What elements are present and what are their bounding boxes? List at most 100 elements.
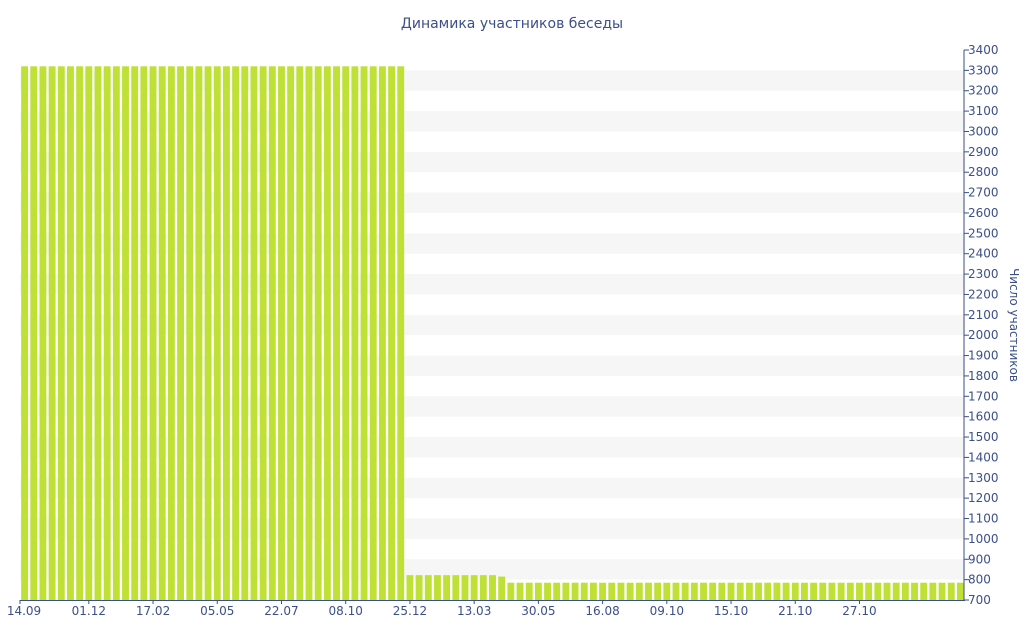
y-tick-label: 700 [968,593,991,607]
bar [158,66,166,601]
bar [883,582,891,600]
x-tick-label: 14.09 [7,604,41,618]
bar [278,66,285,601]
bar [94,66,102,601]
y-tick-label: 1200 [968,491,999,505]
x-tick-label: 27.10 [842,604,876,618]
y-tick-label: 1400 [968,450,999,464]
bar [268,66,276,601]
x-tick-label: 16.08 [585,604,619,618]
bar [388,66,396,601]
bar [397,66,405,601]
bar [333,66,340,601]
bar [67,66,74,601]
y-tick-label: 1300 [968,471,999,485]
bar [434,575,441,600]
y-tick-label: 3000 [968,124,999,138]
bar [167,66,175,601]
bar [222,66,230,601]
y-tick-label: 2200 [968,287,999,301]
bar [314,66,322,601]
bar [663,582,671,600]
bar [305,66,313,601]
bar [489,575,496,600]
y-tick-label: 1500 [968,430,999,444]
bar [186,66,194,601]
x-tick-label: 13.03 [457,604,491,618]
bar [424,575,432,600]
bar [929,582,937,600]
bar [369,66,377,601]
y-axis: 700 800 900 1000 1100 1200 1300 1400 1500 1600 170… [963,43,999,607]
bar [856,582,863,600]
bar [764,582,772,600]
bar [232,66,240,601]
bar [287,66,295,601]
bar [140,66,148,601]
bar [360,66,368,601]
bar [507,582,515,600]
x-tick-label: 30.05 [521,604,555,618]
bar [837,582,845,600]
bar [782,582,790,600]
bar [755,582,763,600]
bar [131,66,139,601]
bar [874,582,882,600]
bar [250,66,258,601]
bar [103,66,111,601]
bar [525,582,533,600]
y-tick-label: 1700 [968,389,999,403]
bar [690,582,698,600]
bar [626,582,634,600]
bar [534,582,542,600]
y-tick-label: 2900 [968,145,999,159]
bar [580,582,588,600]
y-tick-label: 1800 [968,369,999,383]
bar [461,575,469,600]
bar-series [21,66,964,601]
bar [213,66,221,601]
bar [149,66,157,601]
bar [122,66,129,601]
y-tick-label: 2700 [968,186,999,200]
bar [112,66,120,601]
bar [323,66,331,601]
bar [608,582,616,600]
y-tick-label: 3400 [968,43,999,57]
bar [452,575,460,600]
bar [938,582,946,600]
x-tick-label: 22.07 [264,604,298,618]
bar [516,582,524,600]
bar [709,582,717,600]
bar [911,582,918,600]
bar [791,582,799,600]
chart-title: Динамика участников беседы [401,16,623,32]
bar [672,582,680,600]
y-tick-label: 2100 [968,308,999,322]
bar [635,582,643,600]
y-tick-label: 2800 [968,165,999,179]
bar [57,66,65,601]
bar [892,582,900,600]
bar [479,575,487,600]
x-tick-label: 21.10 [778,604,812,618]
bar [920,582,928,600]
bar [553,582,561,600]
bar [342,66,350,601]
bar [828,582,836,600]
bar [30,66,38,601]
bar [76,66,84,601]
bar [745,582,753,600]
bar [48,66,56,601]
bar [773,582,781,600]
x-tick-label: 09.10 [650,604,684,618]
bar [443,575,451,600]
bar [645,582,652,600]
y-tick-label: 1600 [968,410,999,424]
bar [259,66,267,601]
y-tick-label: 3100 [968,104,999,118]
bar [39,66,47,601]
bar [544,582,551,600]
x-tick-label: 01.12 [72,604,106,618]
